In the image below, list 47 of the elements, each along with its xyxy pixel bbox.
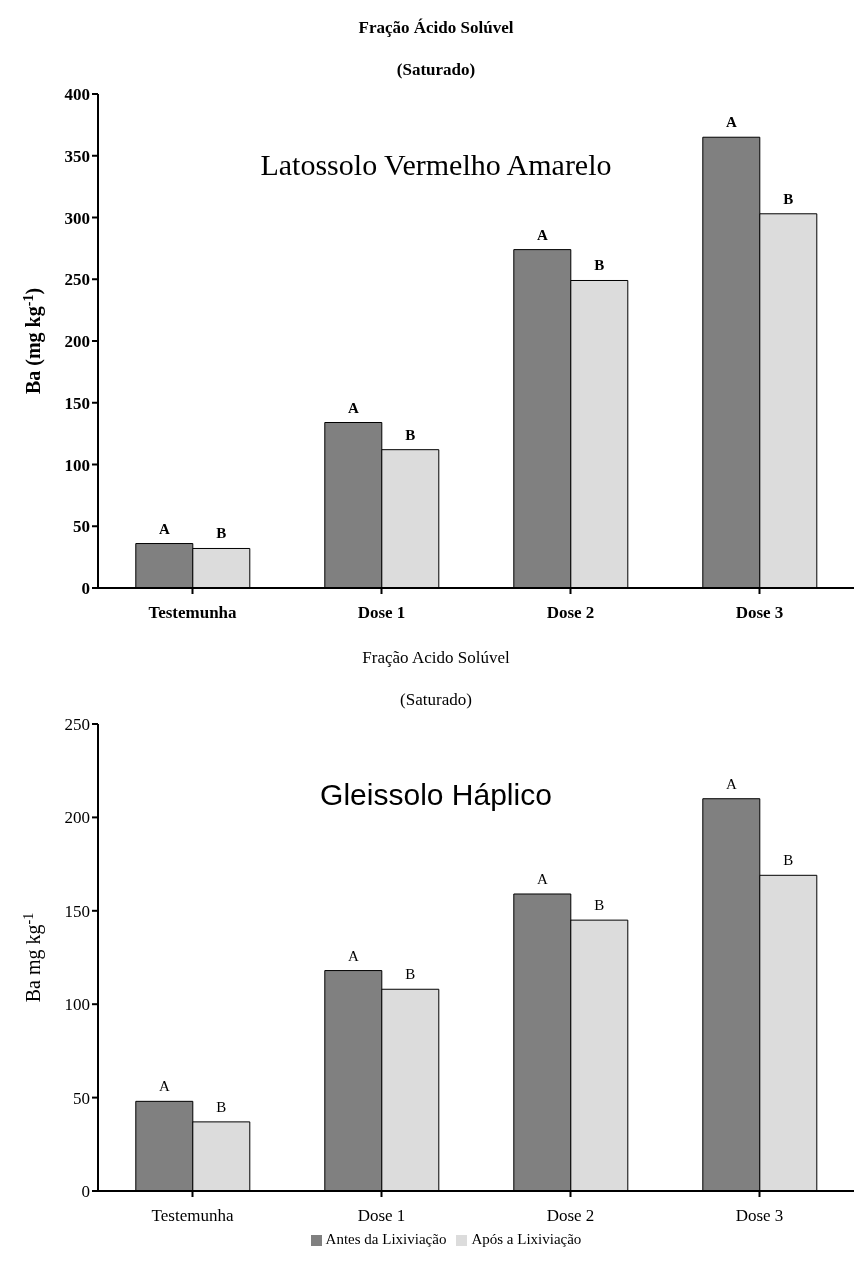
data-label: B (405, 426, 416, 443)
y-tick-label: 0 (81, 1182, 90, 1202)
data-label: B (216, 1098, 227, 1115)
y-tick-label: 250 (64, 715, 90, 735)
chart-subtitle: (Saturado) (395, 59, 477, 81)
chart-title: Fração Acido Solúvel (361, 647, 511, 669)
y-tick-label: 150 (64, 901, 90, 921)
x-tick-label: Dose 1 (357, 603, 406, 623)
data-label: A (725, 114, 737, 131)
x-tick-label: Testemunha (148, 603, 238, 623)
data-label: A (725, 775, 737, 792)
y-tick-label: 250 (64, 270, 90, 290)
y-tick-label: 100 (64, 995, 90, 1015)
annotation: Gleissolo Háplico (320, 778, 552, 811)
legend-label: Antes da Lixiviação (325, 1231, 447, 1247)
y-tick-label: 300 (64, 208, 90, 228)
chart-subtitle: (Saturado) (399, 689, 473, 711)
x-tick-label: Dose 3 (735, 603, 784, 623)
y-tick-label: 200 (64, 808, 90, 828)
y-tick-label: 150 (64, 393, 90, 413)
x-tick-label: Dose 2 (546, 1206, 595, 1226)
data-label: A (347, 947, 359, 964)
x-tick-label: Dose 1 (357, 1206, 406, 1226)
y-tick-label: 100 (64, 455, 90, 475)
data-label: B (594, 897, 605, 914)
y-tick-label: 50 (73, 517, 90, 537)
y-tick-label: 200 (64, 332, 90, 352)
y-tick-label: 0 (81, 579, 90, 599)
x-tick-label: Testemunha (151, 1206, 234, 1226)
x-tick-label: Dose 3 (735, 1206, 784, 1226)
data-label: B (216, 525, 227, 542)
annotation: Latossolo Vermelho Amarelo (260, 148, 612, 181)
data-label: B (594, 257, 605, 274)
y-tick-label: 50 (73, 1088, 90, 1108)
data-label: A (536, 870, 548, 887)
data-label: B (783, 190, 794, 207)
y-tick-label: 400 (64, 85, 90, 105)
legend-label: Após a Lixiviação (471, 1231, 582, 1247)
data-label: A (347, 399, 359, 416)
x-tick-label: Dose 2 (546, 603, 595, 623)
data-label: A (158, 1078, 170, 1095)
chart-title: Fração Ácido Solúvel (357, 17, 515, 39)
data-label: A (158, 520, 170, 537)
data-label: A (536, 226, 548, 243)
data-label: B (783, 852, 794, 869)
y-tick-label: 350 (64, 146, 90, 166)
data-label: B (405, 966, 416, 983)
